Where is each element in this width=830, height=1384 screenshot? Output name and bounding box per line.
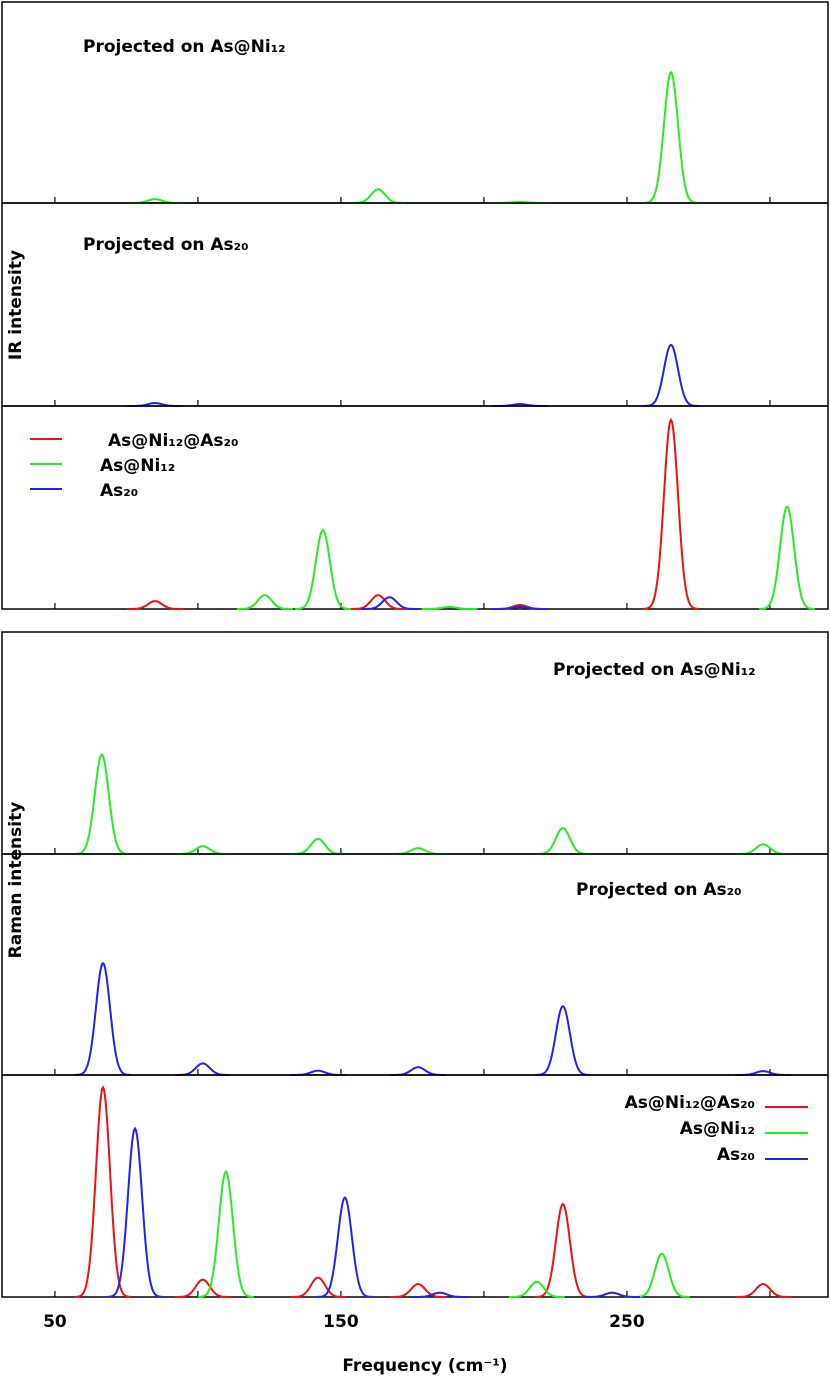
legend-label: As₂₀	[100, 481, 138, 501]
peak	[534, 1004, 591, 1076]
peak	[197, 1170, 254, 1298]
peak	[735, 843, 792, 855]
peak	[127, 600, 183, 610]
peak	[350, 594, 407, 610]
peak	[411, 1291, 468, 1298]
x-tick-label: 50	[43, 1312, 67, 1332]
legend-label: As@Ni₁₂	[680, 1119, 755, 1139]
peak	[174, 1278, 231, 1298]
x-axis-label: Frequency (cm⁻¹)	[342, 1356, 507, 1376]
peak	[643, 343, 699, 407]
peak	[492, 606, 548, 610]
peak	[508, 1280, 565, 1298]
peak	[759, 505, 816, 610]
peak	[642, 70, 700, 204]
x-tick-label: 250	[609, 1312, 645, 1332]
peak	[74, 961, 132, 1076]
peak	[290, 837, 346, 855]
legend-label: As@Ni₁₂	[100, 456, 175, 476]
peak	[174, 1062, 231, 1076]
annotation: Projected on As₂₀	[576, 880, 742, 900]
peak	[236, 594, 293, 610]
peak	[294, 528, 351, 610]
legend-label: As₂₀	[717, 1145, 755, 1165]
peak	[735, 1282, 792, 1298]
peak	[421, 606, 478, 610]
panel-frame	[1, 202, 829, 407]
raman-y-label: Raman intensity	[6, 802, 26, 959]
peak	[73, 753, 130, 855]
x-tick-label: 150	[323, 1312, 359, 1332]
peak	[290, 1276, 346, 1298]
peak	[174, 845, 231, 855]
peak	[390, 1066, 447, 1076]
peak	[643, 417, 699, 610]
peak	[316, 1196, 373, 1298]
peak	[534, 1202, 591, 1298]
peak	[361, 596, 418, 610]
peak	[534, 827, 591, 855]
legend-label: As@Ni₁₂@As₂₀	[108, 431, 238, 451]
peak	[633, 1252, 690, 1298]
annotation: Projected on As@Ni₁₂	[83, 37, 286, 57]
legend-label: As@Ni₁₂@As₂₀	[625, 1093, 755, 1113]
peak	[107, 1126, 163, 1298]
panel-frame	[1, 1, 829, 204]
peak	[75, 1085, 131, 1298]
annotation: Projected on As@Ni₁₂	[553, 660, 756, 680]
peak	[390, 847, 447, 855]
peak	[390, 1282, 447, 1298]
peak	[350, 188, 407, 204]
annotation: Projected on As₂₀	[83, 235, 249, 255]
ir-y-label: IR intensity	[6, 250, 26, 360]
peak	[584, 1291, 641, 1298]
